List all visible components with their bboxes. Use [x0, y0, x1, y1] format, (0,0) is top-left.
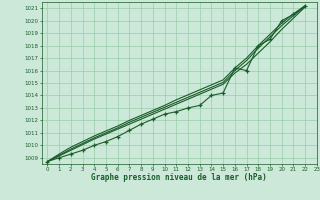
X-axis label: Graphe pression niveau de la mer (hPa): Graphe pression niveau de la mer (hPa): [91, 173, 267, 182]
